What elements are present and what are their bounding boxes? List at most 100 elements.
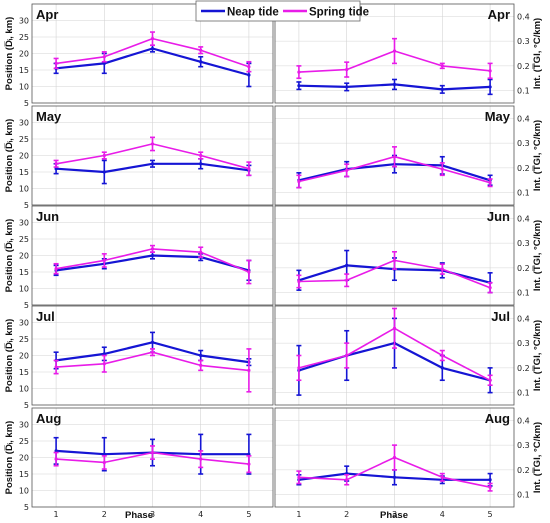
data-point-spring-tide [345,67,349,72]
y-tick-label: 0.3 [517,139,530,148]
y-tick-label: 30 [19,421,29,430]
y-tick-label: 15 [19,368,29,377]
data-point-neap-tide [150,253,155,258]
y-tick-label: 0.4 [517,416,530,425]
data-point-spring-tide [199,153,203,158]
data-point-neap-tide [392,82,397,87]
y-axis-title-right: Int. (T̅GI, °C/km) [532,18,543,89]
x-tick-label: 5 [246,510,251,519]
data-point-spring-tide [102,362,106,366]
y-tick-label: 0.1 [517,189,530,198]
y-tick-label: 5 [24,99,29,108]
legend-box [195,0,361,22]
y-tick-label: 30 [19,17,29,26]
y-tick-label: 0.2 [517,62,530,71]
data-point-spring-tide [440,167,444,171]
data-point-spring-tide [54,267,58,271]
panel-jul-right-frame [274,305,515,406]
panel-aug-left-frame [31,407,274,508]
y-axis-title-left: Position (D̅ᵢ, km) [4,319,15,393]
data-point-spring-tide [199,48,203,52]
y-axis-title-left: Position (D̅ᵢ, km) [4,421,15,495]
data-point-spring-tide [440,267,444,271]
data-point-neap-tide [54,449,58,453]
data-point-spring-tide [488,485,492,489]
y-tick-label: 15 [19,66,29,75]
y-tick-label: 20 [19,454,29,463]
data-point-neap-tide [440,366,444,370]
x-tick-label: 3 [392,510,397,519]
data-point-spring-tide [102,55,106,59]
data-point-neap-tide [392,475,397,479]
x-tick-label: 1 [54,510,59,519]
month-label-left: Aug [36,411,61,426]
panel-jun-left-frame [31,205,274,306]
data-point-neap-tide [102,170,106,174]
data-point-spring-tide [199,457,203,461]
y-tick-label: 5 [24,201,29,210]
legend: Neap tide Spring tide [195,0,369,22]
y-tick-label: 0.3 [517,37,530,46]
data-point-spring-tide [247,65,251,69]
data-point-spring-tide [345,478,349,482]
y-tick-label: 25 [19,235,29,244]
y-axis-title-right: Int. (T̅GI, °C/km) [532,120,543,191]
data-point-spring-tide [150,350,155,354]
data-point-spring-tide [297,475,301,479]
data-point-spring-tide [199,363,203,367]
data-point-spring-tide [150,142,155,146]
y-tick-label: 25 [19,135,29,144]
y-tick-label: 5 [24,401,29,410]
legend-neap-label: Neap tide [227,7,279,19]
y-tick-label: 10 [19,285,29,294]
x-tick-label: 5 [488,510,493,519]
month-label-right: Jul [491,309,510,324]
month-label-right: May [485,109,511,124]
data-point-spring-tide [488,378,492,382]
data-point-neap-tide [345,263,349,267]
x-tick-label: 4 [198,510,203,519]
data-point-spring-tide [199,250,203,254]
y-tick-label: 15 [19,168,29,177]
data-point-neap-tide [102,61,106,65]
panel-aug-left: 5 10 15 20 25 30 1 2 3 4 5 Aug [19,407,274,519]
data-point-spring-tide [54,61,58,65]
panel-aug-right: 0.1 0.2 0.3 0.4 1 2 3 4 5 Aug [274,407,530,519]
data-point-spring-tide [488,69,492,73]
y-tick-label: 25 [19,335,29,344]
data-point-neap-tide [199,162,203,166]
month-label-left: Apr [36,7,58,22]
panel-jul-left: 5 10 15 20 25 30 Jul [19,305,274,410]
x-axis-title-left: Phase [125,510,153,521]
x-tick-label: 4 [440,510,445,519]
data-point-spring-tide [440,353,444,358]
y-tick-label: 0.4 [517,314,530,323]
y-tick-label: 0.1 [517,289,530,298]
data-point-spring-tide [345,168,349,172]
data-point-spring-tide [150,37,155,41]
x-tick-label: 2 [102,510,107,519]
y-tick-label: 30 [19,219,29,228]
legend-spring-label: Spring tide [309,7,369,19]
data-point-spring-tide [297,366,301,370]
data-point-neap-tide [247,73,251,77]
y-tick-label: 0.3 [517,239,530,248]
panel-may-right: 0.1 0.2 0.3 0.4 May [274,105,530,206]
data-point-spring-tide [150,450,155,455]
panel-jul-left-frame [31,305,274,406]
month-label-left: Jun [36,209,59,224]
y-tick-label: 0.4 [517,114,530,123]
month-label-right: Jun [487,209,510,224]
y-tick-label: 20 [19,352,29,361]
x-tick-label: 1 [296,510,301,519]
data-point-spring-tide [392,49,397,53]
y-tick-label: 20 [19,252,29,261]
data-point-neap-tide [54,167,58,171]
y-tick-label: 0.4 [517,214,530,223]
y-tick-label: 0.2 [517,164,530,173]
data-point-neap-tide [297,84,301,88]
month-label-left: Jul [36,309,55,324]
y-axis-title-right: Int. (T̅GI, °C/km) [532,422,543,493]
month-label-right: Apr [488,7,510,22]
